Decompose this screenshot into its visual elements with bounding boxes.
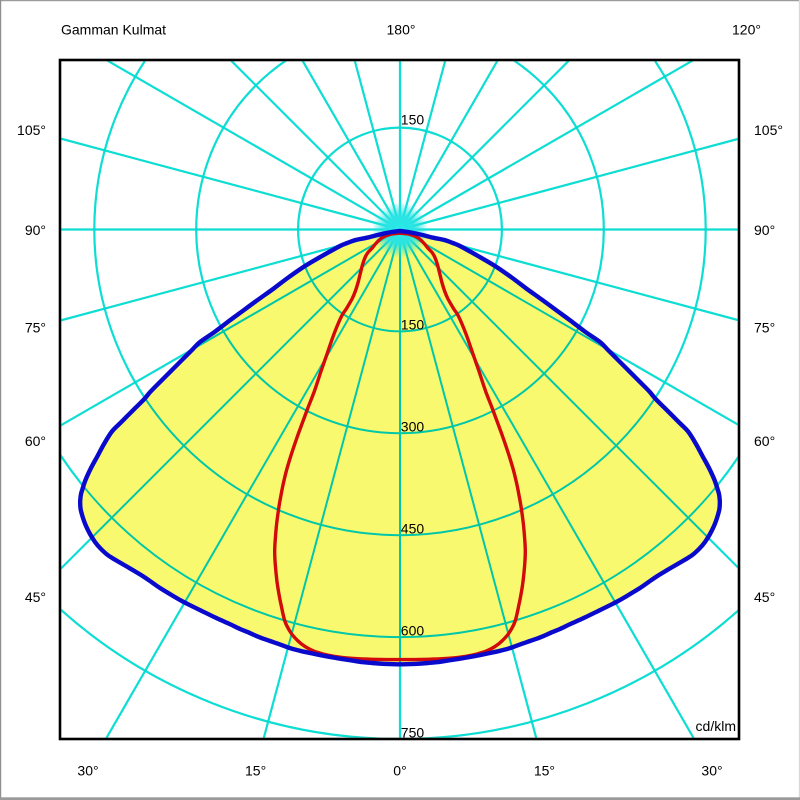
- svg-text:0°: 0°: [393, 763, 406, 779]
- svg-text:cd/klm: cd/klm: [696, 718, 736, 734]
- svg-text:180°: 180°: [387, 22, 416, 38]
- svg-text:150: 150: [401, 317, 425, 333]
- svg-text:90°: 90°: [754, 222, 775, 238]
- svg-text:75°: 75°: [25, 320, 46, 336]
- svg-text:120°: 120°: [732, 22, 761, 38]
- svg-text:Gamman Kulmat: Gamman Kulmat: [61, 22, 166, 38]
- svg-text:90°: 90°: [25, 222, 46, 238]
- svg-text:450: 450: [401, 521, 425, 537]
- svg-text:105°: 105°: [754, 122, 783, 138]
- svg-text:30°: 30°: [701, 763, 722, 779]
- svg-text:30°: 30°: [77, 763, 98, 779]
- svg-text:300: 300: [401, 419, 425, 435]
- svg-text:15°: 15°: [534, 763, 555, 779]
- svg-text:60°: 60°: [754, 433, 775, 449]
- svg-text:45°: 45°: [25, 589, 46, 605]
- svg-text:45°: 45°: [754, 589, 775, 605]
- svg-text:750: 750: [401, 725, 425, 741]
- svg-text:75°: 75°: [754, 320, 775, 336]
- svg-text:150: 150: [401, 112, 425, 128]
- svg-text:60°: 60°: [25, 433, 46, 449]
- svg-text:600: 600: [401, 623, 425, 639]
- svg-text:105°: 105°: [17, 122, 46, 138]
- svg-text:15°: 15°: [245, 763, 266, 779]
